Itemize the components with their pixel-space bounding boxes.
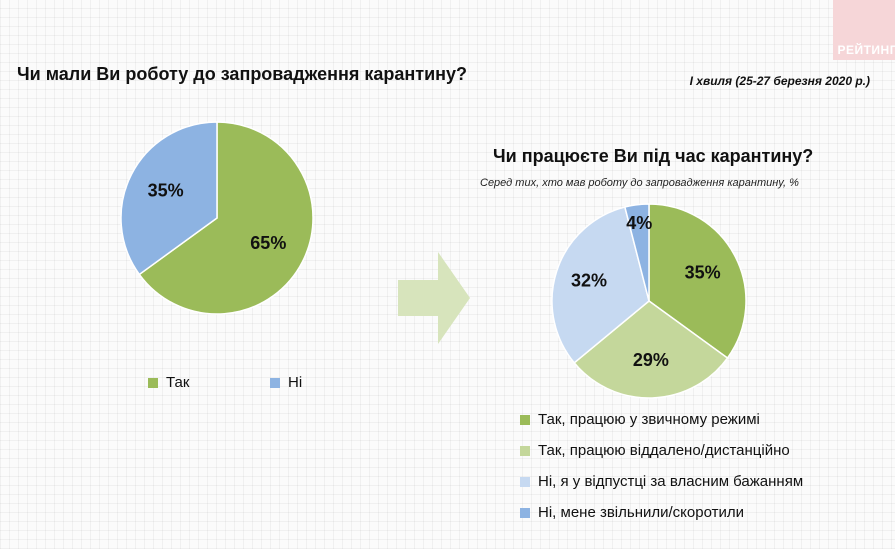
- legend-swatch: [520, 507, 530, 518]
- wave-label: І хвиля (25-27 березня 2020 р.): [689, 74, 870, 88]
- pie-label: 32%: [571, 270, 607, 290]
- legend-label: Ні: [288, 374, 303, 391]
- brand-text: РЕЙТИНГ: [837, 43, 895, 57]
- chart2-title: Чи працюєте Ви під час карантину?: [493, 146, 814, 166]
- legend-label: Так: [166, 374, 190, 391]
- legend-item-remote: Так, працюю віддалено/дистанційно: [520, 442, 790, 459]
- chart2-subtitle: Серед тих, хто мав роботу до запроваджен…: [480, 177, 799, 189]
- pie-label: 35%: [148, 181, 184, 201]
- legend-label: Ні, мене звільнили/скоротили: [538, 504, 744, 521]
- legend-swatch: [148, 377, 158, 388]
- legend-swatch: [520, 414, 530, 425]
- pie-label: 29%: [633, 350, 669, 370]
- pie-label: 4%: [626, 213, 652, 233]
- legend-item-tak: Так: [148, 374, 189, 391]
- pie-label: 65%: [250, 233, 286, 253]
- pie-slice: [623, 203, 650, 302]
- legend-item-vacation: Ні, я у відпустці за власним бажанням: [520, 473, 803, 490]
- pie-slice: [138, 121, 314, 315]
- brand-logo: РЕЙТИНГ: [833, 0, 895, 60]
- pie-slice: [648, 203, 747, 360]
- arrow-right-icon: [398, 252, 470, 344]
- legend-item-usual: Так, працюю у звичному режимі: [520, 411, 760, 428]
- pie-slice: [551, 206, 650, 364]
- legend-swatch: [520, 445, 530, 456]
- pie-label: 35%: [685, 262, 721, 282]
- legend-label: Ні, я у відпустці за власним бажанням: [538, 473, 804, 490]
- legend-item-ni: Ні: [270, 374, 302, 391]
- legend-item-fired: Ні, мене звільнили/скоротили: [520, 504, 744, 521]
- legend-swatch: [270, 377, 280, 388]
- legend-label: Так, працюю віддалено/дистанційно: [538, 442, 790, 459]
- legend-swatch: [520, 476, 530, 487]
- pie-slice: [120, 121, 218, 276]
- chart1-title: Чи мали Ви роботу до запровадження каран…: [17, 64, 468, 84]
- pie-slice: [573, 300, 729, 399]
- legend-label: Так, працюю у звичному режимі: [538, 411, 760, 428]
